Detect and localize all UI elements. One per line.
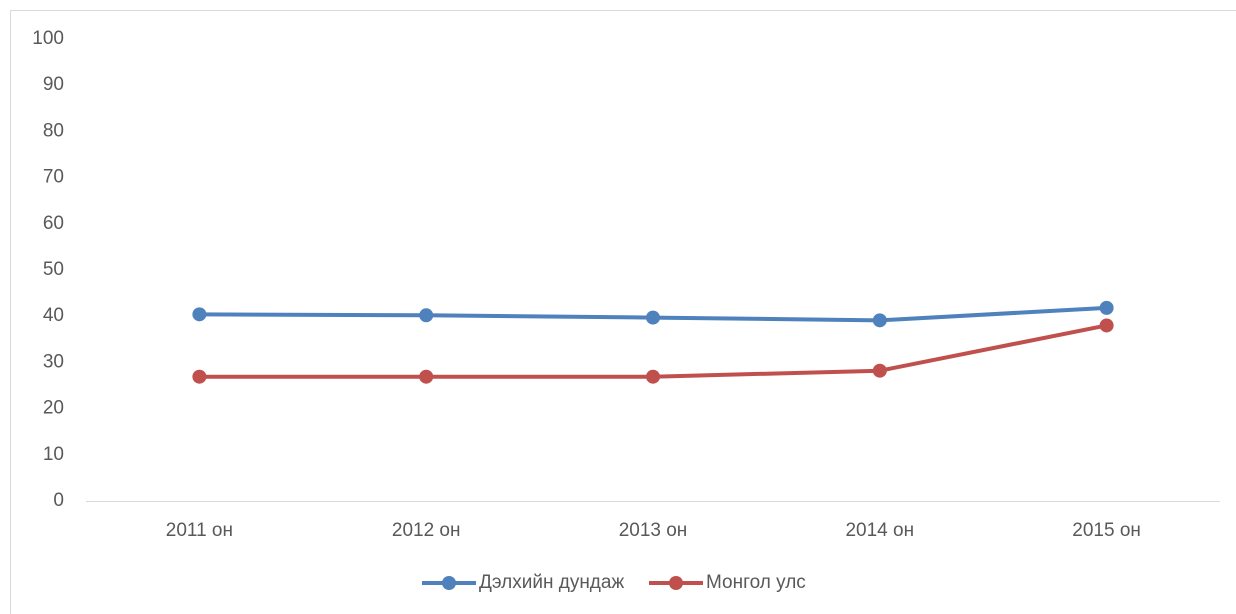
x-tick-label: 2015 он: [1072, 520, 1141, 541]
data-point: [646, 310, 660, 325]
y-tick-label: 10: [43, 444, 64, 465]
y-tick-label: 100: [32, 28, 64, 49]
data-point: [419, 308, 434, 323]
y-tick-label: 0: [53, 490, 64, 511]
data-point: [872, 313, 887, 328]
series-line: [199, 323, 1107, 379]
y-tick-label: 90: [43, 74, 64, 95]
data-point: [1099, 318, 1114, 333]
x-tick-label: 2012 он: [392, 520, 461, 541]
data-point: [872, 363, 887, 378]
y-tick-label: 70: [43, 167, 64, 188]
legend-label: Монгол улс: [706, 572, 806, 593]
y-tick-label: 30: [43, 351, 64, 372]
y-tick-label: 20: [43, 398, 64, 419]
data-point: [419, 369, 434, 384]
x-tick-label: 2013 он: [619, 520, 688, 541]
y-tick-label: 60: [43, 213, 64, 234]
x-tick-label: 2014 он: [845, 520, 914, 541]
chart-border: [10, 10, 1236, 614]
data-point: [192, 369, 207, 384]
data-point: [646, 369, 660, 384]
legend-marker: [669, 576, 683, 590]
y-tick-label: 40: [43, 305, 64, 326]
y-tick-label: 80: [43, 120, 64, 141]
x-tick-label: 2011 он: [166, 520, 233, 541]
legend-marker: [442, 576, 456, 590]
data-point: [192, 307, 207, 322]
legend-label: Дэлхийн дундаж: [479, 572, 624, 593]
y-tick-label: 50: [43, 259, 64, 280]
data-point: [1099, 300, 1114, 315]
